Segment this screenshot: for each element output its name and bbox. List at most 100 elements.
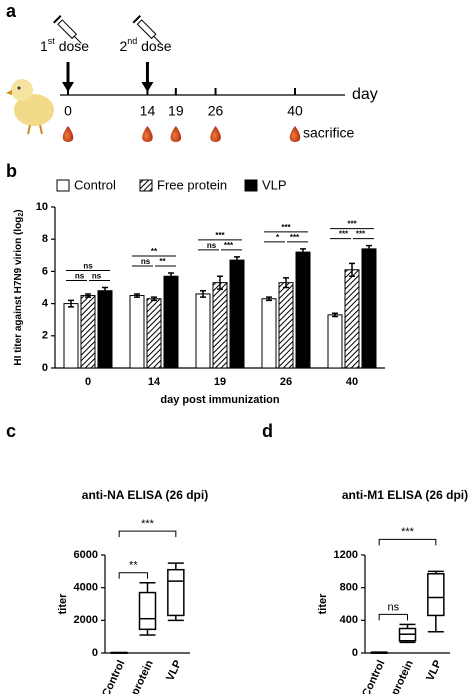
- blood-drop: [62, 126, 74, 142]
- bar: [278, 282, 294, 369]
- timeline-axis-label: day: [352, 86, 378, 103]
- panel-label: c: [6, 421, 16, 441]
- significance-bracket: [378, 538, 437, 546]
- bar: [146, 298, 162, 369]
- error-bar: [283, 277, 289, 289]
- blood-drop: [170, 126, 182, 142]
- chart-title: anti-M1 ELISA (26 dpi): [342, 488, 468, 502]
- significance-label: ***: [290, 233, 300, 242]
- syringe-barrel: [136, 19, 157, 40]
- error-bar: [349, 262, 355, 277]
- box: [138, 591, 157, 631]
- significance-label: **: [151, 247, 158, 256]
- significance-label: ns: [92, 272, 102, 281]
- significance-label: *: [276, 233, 280, 242]
- x-tick-label: 26: [280, 376, 292, 388]
- error-bar: [85, 293, 91, 298]
- y-tick-label: 2: [42, 330, 48, 342]
- dose-superscript: st: [48, 36, 56, 46]
- syringe-needle: [73, 35, 82, 44]
- timeline-day: 40: [287, 103, 303, 119]
- bar: [344, 269, 360, 369]
- blood-drop: [210, 126, 221, 142]
- significance-label: ns: [75, 272, 85, 281]
- error-bar: [168, 272, 174, 281]
- dose-number: 1: [40, 38, 48, 54]
- y-axis-label: titer: [317, 593, 329, 615]
- significance-label: ***: [215, 231, 225, 240]
- error-bar: [234, 256, 240, 265]
- x-tick-label: 40: [346, 376, 358, 388]
- syringe-plunger: [132, 15, 141, 24]
- syringe-icon: [132, 15, 162, 44]
- panel-label: d: [262, 421, 273, 441]
- y-tick-label: 4000: [74, 582, 98, 594]
- box: [167, 568, 185, 617]
- legend-label: Control: [74, 177, 116, 192]
- y-tick-label: 8: [42, 233, 48, 245]
- y-axis-label: titer: [57, 593, 69, 615]
- bar: [129, 295, 145, 369]
- dose-text: dose: [137, 38, 171, 54]
- y-tick-label: 0: [42, 362, 48, 374]
- significance-label: **: [129, 560, 138, 572]
- y-label-sub: 2: [18, 213, 25, 217]
- x-tick-label: VLP: [164, 658, 184, 682]
- error-bar: [151, 296, 157, 302]
- bar: [361, 248, 377, 369]
- dose-label: 2nd dose: [119, 36, 171, 53]
- blood-drop: [289, 126, 301, 142]
- error-bar: [366, 244, 372, 253]
- significance-label: ns: [388, 601, 400, 613]
- x-tick-label: 19: [214, 376, 226, 388]
- bar: [163, 275, 179, 369]
- significance-bracket: [378, 613, 408, 621]
- legend-label: Free protein: [157, 177, 227, 192]
- error-bar: [68, 299, 74, 308]
- bar: [327, 314, 343, 369]
- dose-arrowhead: [141, 82, 154, 92]
- x-tick-label: 0: [85, 376, 91, 388]
- syringe-plunger: [53, 15, 62, 24]
- significance-label: ***: [141, 518, 155, 530]
- timeline-day: 26: [208, 103, 224, 119]
- significance-label: ***: [281, 223, 291, 232]
- bar: [229, 259, 245, 369]
- y-tick-label: 0: [92, 647, 98, 659]
- error-bar: [266, 296, 272, 302]
- bar: [195, 293, 211, 369]
- legend-swatch: [139, 179, 153, 192]
- dose-superscript: nd: [127, 36, 137, 46]
- bar: [63, 303, 79, 369]
- x-tick-label: Control: [360, 658, 387, 694]
- significance-label: ns: [207, 241, 217, 250]
- legend-label: VLP: [262, 177, 287, 192]
- y-tick-label: 1200: [334, 549, 358, 561]
- bar: [295, 251, 311, 369]
- significance-label: ***: [339, 230, 349, 239]
- error-bar: [217, 275, 223, 290]
- syringe-needle: [153, 35, 162, 44]
- x-axis-label: day post immunization: [160, 394, 279, 406]
- error-bar: [332, 312, 338, 318]
- panel-label: a: [6, 1, 17, 21]
- legend-swatch: [244, 179, 258, 192]
- timeline-day: 19: [168, 103, 184, 119]
- y-tick-label: 800: [340, 582, 358, 594]
- y-tick-label: 6: [42, 265, 48, 277]
- error-bar: [102, 286, 108, 295]
- x-tick-label: Control: [100, 658, 127, 694]
- bar: [261, 298, 277, 369]
- chart-title: anti-NA ELISA (26 dpi): [82, 488, 208, 502]
- legend-swatch: [56, 179, 70, 192]
- dose-number: 2: [119, 38, 127, 54]
- blood-drop: [142, 126, 153, 142]
- significance-bracket: [118, 572, 148, 579]
- chick-icon: [6, 79, 54, 135]
- dose-text: dose: [55, 38, 89, 54]
- timeline-day: 14: [140, 103, 156, 119]
- y-label-text: HI titer against H7N9 virion (log: [13, 217, 24, 366]
- y-tick-label: 4: [42, 298, 49, 310]
- x-tick-label: 14: [148, 376, 161, 388]
- bar: [212, 282, 228, 369]
